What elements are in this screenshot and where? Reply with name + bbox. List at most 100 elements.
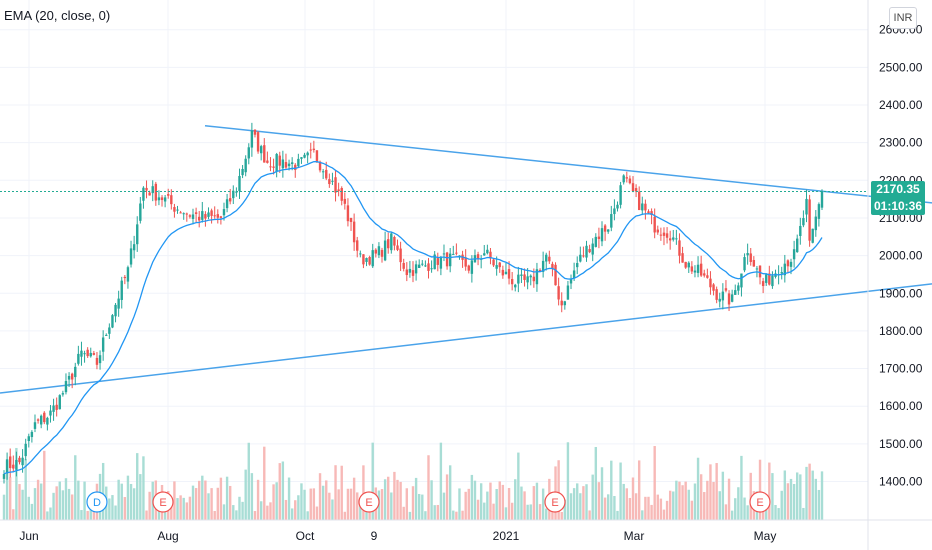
event-marker-e[interactable]: E (544, 491, 566, 513)
volume-bar (650, 504, 653, 520)
volume-bar (343, 511, 347, 520)
event-marker-label: E (756, 497, 763, 509)
volume-bar (2, 494, 6, 520)
volume-bar (185, 502, 189, 520)
volume-bar (600, 467, 604, 520)
candle-body (687, 262, 690, 268)
candle-body (120, 280, 123, 300)
candle-body (111, 315, 114, 328)
candle-body (325, 169, 328, 179)
candle-body (39, 415, 43, 425)
candle-body (510, 279, 514, 285)
candle-body (805, 198, 808, 215)
candle-body (492, 259, 495, 266)
volume-bar (514, 479, 517, 520)
candle-body (43, 412, 46, 423)
volume-bar (201, 475, 204, 520)
event-marker-e[interactable]: E (749, 491, 771, 513)
volume-bar (439, 442, 443, 520)
volume-bar (721, 471, 725, 520)
volume-bar (473, 480, 477, 520)
candle-body (256, 132, 260, 152)
candle-body (653, 216, 656, 233)
candle-body (727, 293, 731, 305)
candle-body (55, 404, 58, 410)
candle-body (309, 149, 312, 151)
volume-bar (176, 498, 179, 520)
volume-bar (445, 474, 449, 520)
candle-body (98, 355, 102, 364)
volume-bar (628, 497, 632, 520)
candle-body (204, 214, 207, 219)
volume-bar (126, 475, 130, 520)
indicator-legend[interactable]: EMA (20, close, 0) (4, 8, 111, 23)
volume-bar (569, 493, 573, 520)
volume-bar (111, 495, 114, 520)
volume-bar (520, 486, 523, 520)
volume-bar (170, 497, 173, 520)
candle-body (263, 145, 266, 163)
candle-body (306, 152, 309, 156)
trendlines[interactable] (0, 124, 932, 394)
candle-body (247, 147, 250, 159)
candle-body (179, 212, 182, 214)
candle-body (637, 191, 641, 211)
candle-body (101, 337, 105, 352)
volume-bar (789, 478, 793, 520)
candle-body (455, 252, 458, 254)
candle-body (631, 183, 635, 192)
volume-bar (275, 482, 278, 520)
candle-body (232, 190, 235, 199)
volume-bar (33, 488, 37, 520)
candle-body (758, 265, 762, 278)
volume-bar (77, 480, 80, 520)
x-tick-label: 9 (371, 529, 378, 543)
event-marker-e[interactable]: E (152, 491, 174, 513)
volume-bar (644, 496, 647, 520)
candle-body (541, 260, 545, 272)
candle-body (287, 163, 291, 167)
volume-bar (83, 481, 86, 520)
volume-bar (545, 508, 548, 520)
grid (0, 0, 868, 520)
volume-bar (470, 474, 474, 520)
candle-body (709, 278, 712, 288)
volume-bar (538, 504, 542, 520)
candle-body (170, 195, 173, 205)
candle-body (331, 180, 334, 182)
volume-bar (647, 496, 650, 520)
candle-body (668, 238, 672, 241)
candle-body (628, 178, 632, 184)
candle-body (95, 357, 99, 365)
volume-bar (672, 491, 675, 520)
x-tick-label: Aug (157, 529, 178, 543)
volume-bar (458, 488, 461, 520)
candle-body (318, 161, 322, 171)
volume-bar (402, 506, 405, 520)
candle-body (743, 257, 746, 271)
candle-body (780, 272, 783, 274)
candle-body (191, 214, 195, 219)
volume-bar (455, 511, 458, 520)
candle-body (176, 209, 179, 211)
volume-bar (792, 484, 796, 520)
volume-bar (371, 442, 374, 520)
candle-body (61, 393, 65, 395)
volume-bar (396, 479, 399, 520)
volume-bar (263, 446, 266, 520)
currency-badge[interactable]: INR (889, 7, 917, 29)
volume-bar (603, 497, 607, 520)
candle-body (210, 210, 213, 216)
candle-body (151, 186, 154, 194)
volume-bar (607, 494, 610, 520)
event-marker-e[interactable]: E (358, 491, 380, 513)
event-marker-d[interactable]: D (86, 491, 108, 513)
volume-bar (352, 477, 356, 520)
candle-body (588, 249, 591, 253)
volume-bar (730, 510, 734, 520)
volume-bar (814, 478, 818, 520)
volume-bar (272, 484, 275, 520)
